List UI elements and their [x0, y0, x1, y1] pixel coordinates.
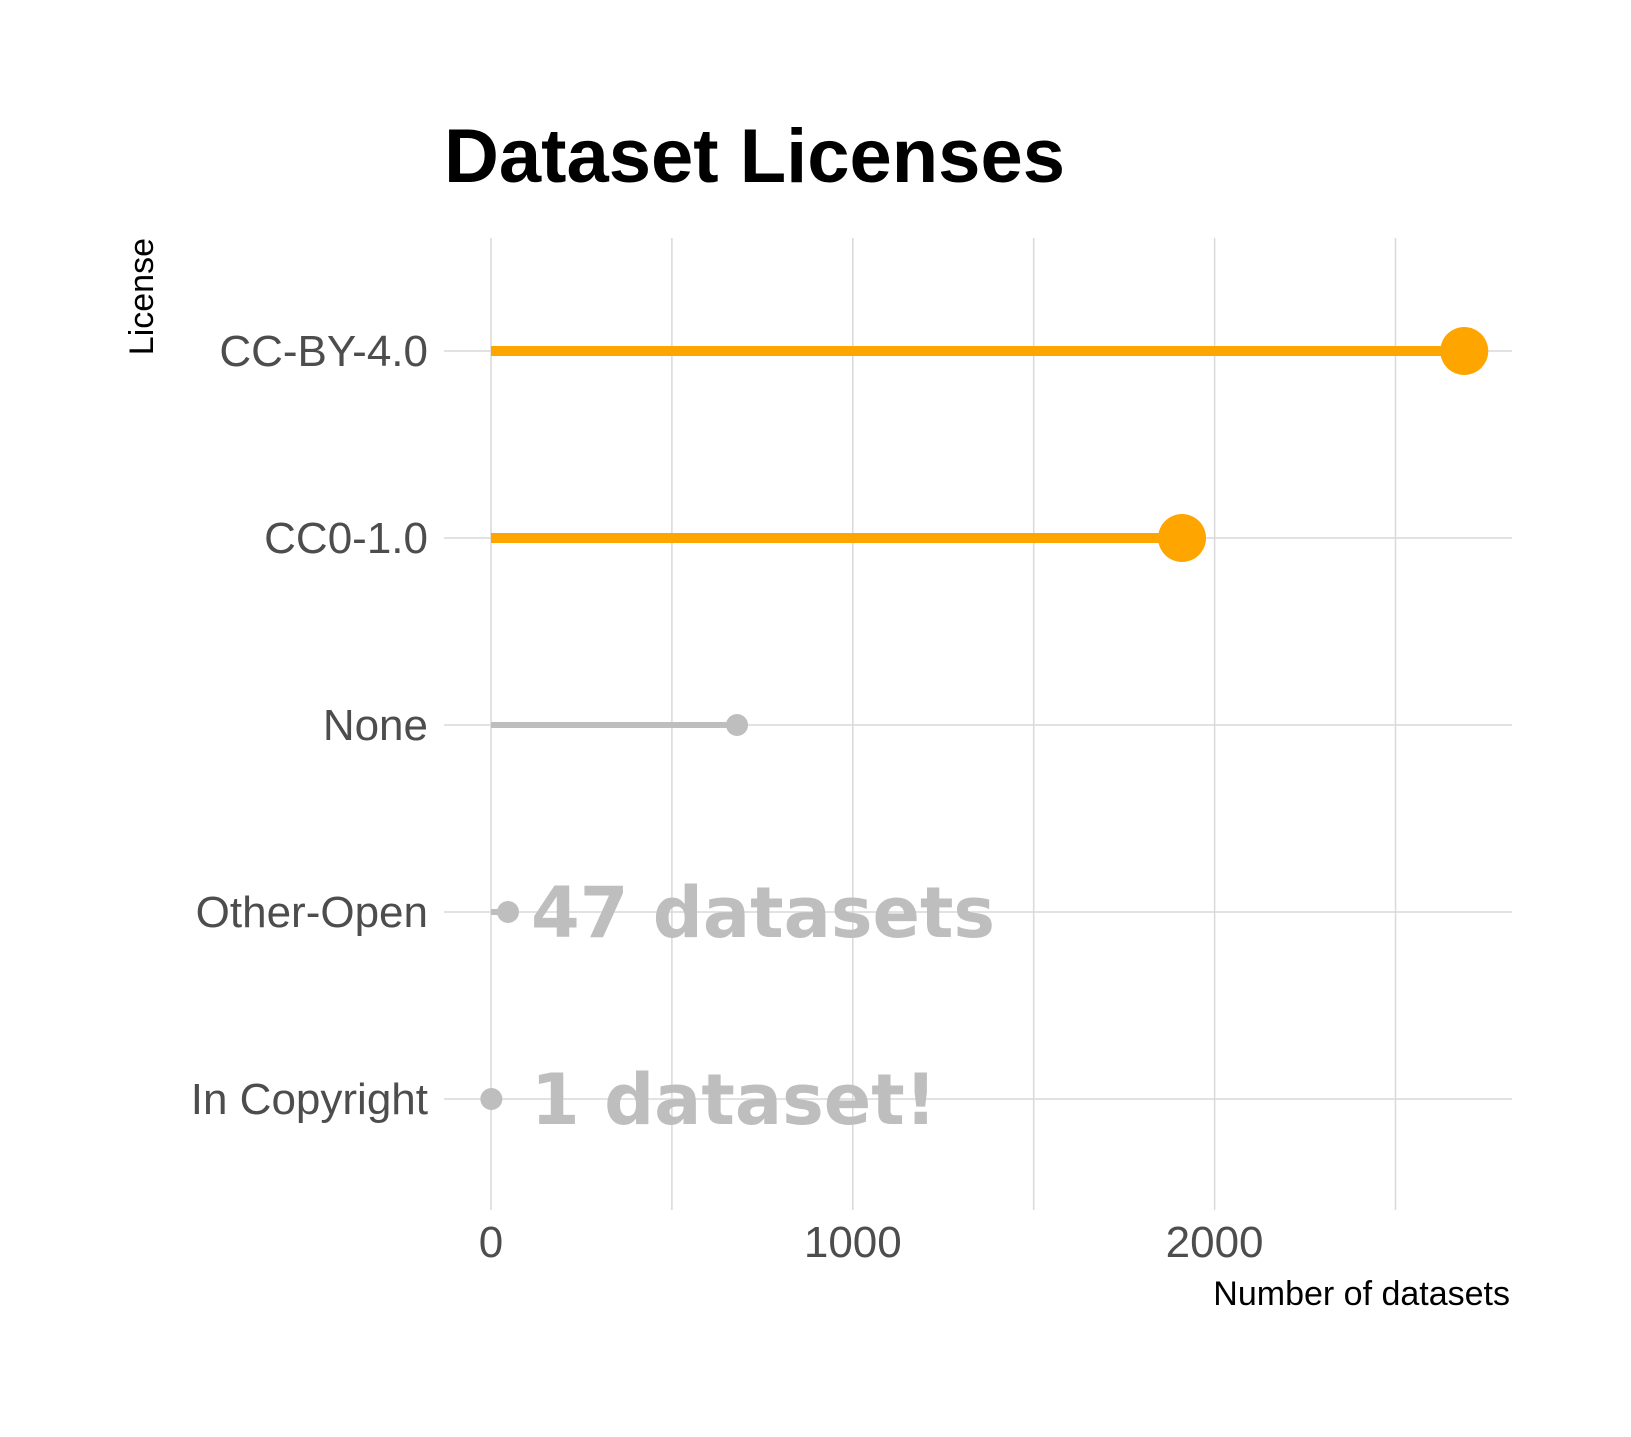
- annotations: 47 datasets 1 dataset!: [531, 872, 995, 1141]
- lollipop-point-cc0-1-0: [1158, 514, 1207, 562]
- y-axis-title: License: [123, 238, 161, 355]
- lollipop-point-none: [726, 714, 749, 736]
- y-tick-label: In Copyright: [191, 1075, 428, 1124]
- lollipop-point-in-copyright: [480, 1088, 503, 1110]
- x-axis-title: Number of datasets: [1213, 1275, 1510, 1313]
- x-tick-label: 1000: [804, 1218, 902, 1267]
- annotation-label: 1 dataset!: [531, 1059, 937, 1141]
- annotation-label: 47 datasets: [531, 872, 995, 954]
- x-tick-label: 2000: [1166, 1218, 1264, 1267]
- y-tick-label: Other-Open: [196, 888, 428, 937]
- marks-layer: [480, 327, 1489, 1110]
- x-tick-labels: 0 1000 2000: [479, 1218, 1264, 1267]
- y-tick-labels: CC-BY-4.0 CC0-1.0 None Other-Open In Copyrig…: [191, 327, 428, 1124]
- lollipop-point-other-open: [497, 901, 520, 923]
- y-tick-label: CC0-1.0: [264, 514, 428, 563]
- y-tick-label: None: [323, 701, 428, 750]
- y-tick-label: CC-BY-4.0: [219, 327, 428, 376]
- x-tick-label: 0: [479, 1218, 503, 1267]
- chart-title: Dataset Licenses: [444, 114, 1065, 199]
- lollipop-point-cc-by-4-0: [1440, 327, 1489, 375]
